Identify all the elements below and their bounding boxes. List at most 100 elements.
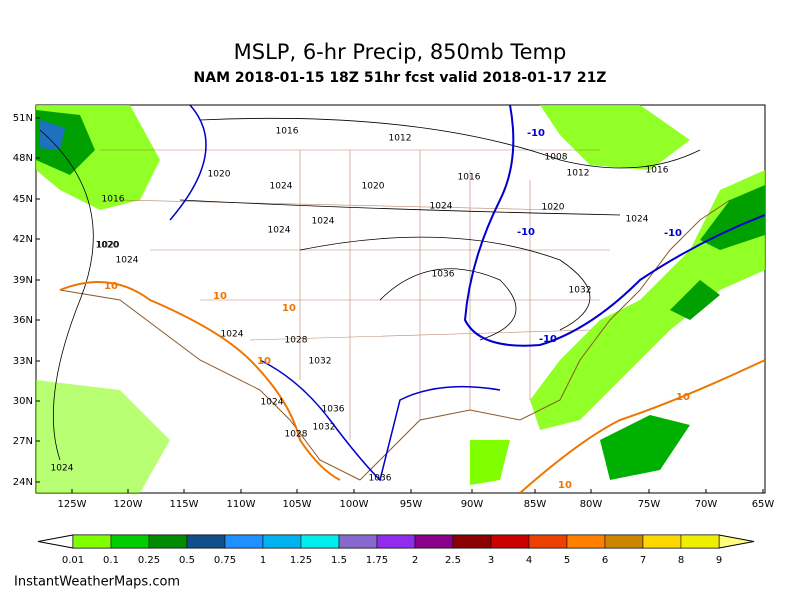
lon-label: 110W [227,499,256,510]
subtitle: NAM 2018-01-15 18Z 51hr fcst valid 2018-… [194,70,607,86]
temp-label: -10 [527,128,545,139]
colorbar-label: 3 [488,555,494,566]
isobar-label: 1036 [432,270,455,280]
colorbar-swatch [224,534,264,549]
colorbar-label: 0.25 [138,555,160,566]
lon-label: 90W [461,499,484,510]
temp-label: -10 [517,227,535,238]
precip-area [700,185,765,250]
isobar-label: 1016 [458,173,481,183]
lon-label: 65W [752,499,775,510]
lon-label: 80W [580,499,603,510]
colorbar-label: 0.01 [62,555,84,566]
temp-label: 10 [282,303,296,314]
colorbar-swatch [604,534,644,549]
temp-label: 10 [257,356,271,367]
lon-label: 120W [114,499,143,510]
lon-label: 95W [400,499,423,510]
colorbar-label: 1.5 [331,555,347,566]
colorbar-swatch [490,534,530,549]
colorbar-label: 4 [526,555,532,566]
isobar-label: 1024 [312,217,335,227]
lon-label: 85W [524,499,547,510]
colorbar-swatch [680,534,720,549]
map-area [35,104,766,494]
colorbar-swatch [300,534,340,549]
colorbar-swatch [376,534,416,549]
isobar-label: 1032 [313,423,336,433]
lat-label: 33N [13,356,33,367]
isobar-label: 1008 [545,153,568,163]
colorbar-swatch [642,534,682,549]
isobar-label: 1024 [51,464,74,474]
isobar-label: 1024 [221,330,244,340]
lat-label: 30N [13,396,33,407]
isobar-label: 1024 [430,202,453,212]
isobar-label: 1036 [322,405,345,415]
colorbar-label: 1.25 [290,555,312,566]
temp-label: 10 [558,480,572,491]
lat-label: 51N [13,113,33,124]
precip-area [600,415,690,480]
lat-label: 48N [13,153,33,164]
footer: InstantWeatherMaps.com [14,575,180,590]
precip-area [670,280,720,320]
temp-label: 10 [676,392,690,403]
temp-contour [463,105,765,347]
colorbar-label: 7 [640,555,646,566]
isobar-label: 1012 [389,134,412,144]
colorbar-swatch [452,534,492,549]
lat-label: 45N [13,194,33,205]
temp-contour [59,281,765,493]
isobar-label: 1028 [285,336,308,346]
coastline [359,199,731,481]
lon-label: 70W [695,499,718,510]
precip-area [40,120,65,150]
colorbar-swatch [414,534,454,549]
colorbar-label: 8 [678,555,684,566]
temp-label: 10 [104,281,118,292]
colorbar-label: 0.75 [214,555,236,566]
lon-label: 125W [58,499,87,510]
colorbar-label: 5 [564,555,570,566]
isobar-label: 1020 [97,241,120,251]
isobar-label: 1024 [116,256,139,266]
lon-label: 115W [170,499,199,510]
precip-area [36,380,170,493]
isobar-label: 1024 [268,226,291,236]
colorbar-label: 0.1 [103,555,119,566]
colorbar-swatch [110,534,150,549]
colorbar-swatch [148,534,188,549]
colorbar-swatch [528,534,568,549]
coastline [59,289,361,481]
precip-area [470,440,510,485]
temp-contour [169,105,501,482]
isobar-label: 1016 [102,195,125,205]
isobar-label: 1016 [276,127,299,137]
colorbar-swatch [262,534,302,549]
lat-label: 27N [13,436,33,447]
temp-label: 10 [213,291,227,302]
temp-label: -10 [539,334,557,345]
colorbar-label: 9 [716,555,722,566]
isobar-label: 1024 [261,398,284,408]
colorbar-swatch [186,534,226,549]
isobar-label: 1012 [567,169,590,179]
isobar-label: 1032 [309,357,332,367]
colorbar-label: 2.5 [445,555,461,566]
isobar-label: 1036 [369,474,392,484]
lat-label: 39N [13,275,33,286]
isobar-label: 1020 [96,241,119,251]
isobar-label: 1032 [569,286,592,296]
colorbar-swatch [72,534,112,549]
lat-label: 42N [13,234,33,245]
colorbar-swatch [338,534,378,549]
colorbar-label: 6 [602,555,608,566]
lat-label: 36N [13,315,33,326]
precip-area [540,105,690,170]
temp-label: -10 [664,228,682,239]
map-layers [36,105,765,493]
lon-label: 105W [283,499,312,510]
isobar-label: 1020 [362,182,385,192]
